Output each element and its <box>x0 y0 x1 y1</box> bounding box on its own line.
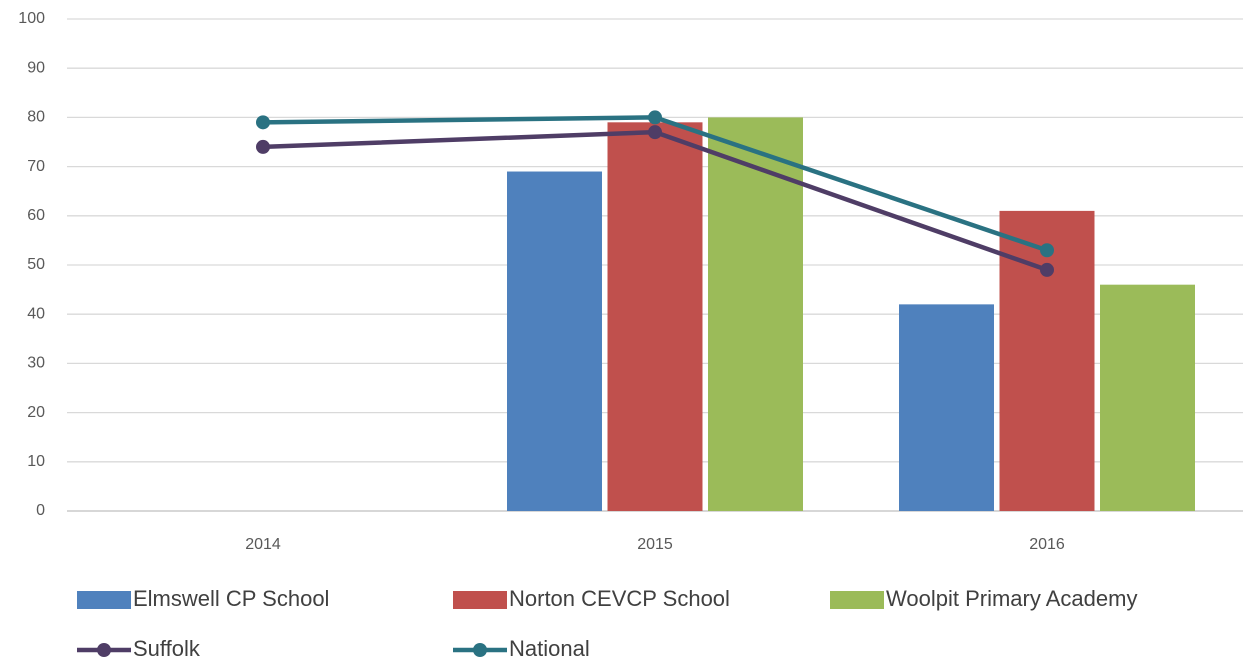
legend-label: Elmswell CP School <box>133 586 329 611</box>
x-tick-label: 2014 <box>245 536 281 553</box>
line-marker <box>1040 243 1054 258</box>
legend-swatch <box>97 643 111 657</box>
legend-swatch <box>453 591 507 609</box>
bar <box>899 304 994 511</box>
legend-swatch <box>473 643 487 657</box>
line-marker <box>256 139 270 154</box>
x-tick-label: 2016 <box>1029 536 1065 553</box>
y-tick-label: 100 <box>18 10 45 27</box>
y-tick-label: 50 <box>27 256 45 273</box>
x-tick-label: 2015 <box>637 536 673 553</box>
line-marker <box>648 125 662 140</box>
legend-label: National <box>509 636 590 661</box>
y-tick-label: 30 <box>27 355 45 372</box>
legend-swatch <box>77 591 131 609</box>
y-tick-label: 0 <box>36 502 45 519</box>
y-tick-label: 70 <box>27 158 45 175</box>
bar <box>1100 284 1195 511</box>
line-marker <box>256 115 270 130</box>
y-tick-label: 90 <box>27 59 45 76</box>
line-marker <box>648 110 662 125</box>
y-tick-label: 10 <box>27 453 45 470</box>
legend-label: Suffolk <box>133 636 201 661</box>
bar <box>507 171 602 511</box>
bar <box>708 117 803 512</box>
legend-label: Norton CEVCP School <box>509 586 730 611</box>
legend-label: Woolpit Primary Academy <box>886 586 1137 611</box>
line-marker <box>1040 262 1054 277</box>
bar <box>607 122 703 511</box>
y-tick-label: 80 <box>27 109 45 126</box>
legend-swatch <box>830 591 884 609</box>
y-tick-label: 60 <box>27 207 45 224</box>
y-tick-label: 20 <box>27 404 45 421</box>
y-tick-label: 40 <box>27 305 45 322</box>
